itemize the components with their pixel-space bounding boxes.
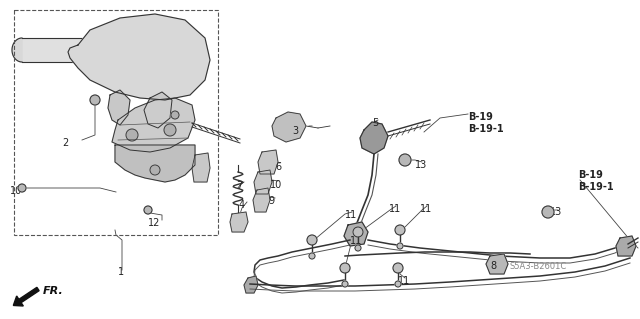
Circle shape <box>542 206 554 218</box>
Circle shape <box>340 263 350 273</box>
Circle shape <box>309 253 315 259</box>
Polygon shape <box>22 38 100 62</box>
Circle shape <box>171 111 179 119</box>
Text: FR.: FR. <box>43 286 64 296</box>
Circle shape <box>126 129 138 141</box>
Circle shape <box>307 235 317 245</box>
Circle shape <box>342 281 348 287</box>
Polygon shape <box>192 153 210 182</box>
Polygon shape <box>616 236 636 256</box>
Text: 6: 6 <box>275 162 281 172</box>
Circle shape <box>164 124 176 136</box>
Text: 10: 10 <box>10 186 22 196</box>
Polygon shape <box>253 188 270 212</box>
Text: 13: 13 <box>550 207 563 217</box>
Circle shape <box>393 263 403 273</box>
Circle shape <box>399 154 411 166</box>
Text: 11: 11 <box>350 236 362 246</box>
Polygon shape <box>272 112 306 142</box>
Text: B-19
B-19-1: B-19 B-19-1 <box>468 112 504 134</box>
Polygon shape <box>244 276 258 293</box>
Circle shape <box>150 165 160 175</box>
Text: 7: 7 <box>236 181 243 191</box>
Bar <box>14 10 218 235</box>
Circle shape <box>395 281 401 287</box>
Polygon shape <box>486 254 508 274</box>
Text: 5: 5 <box>372 118 378 128</box>
Polygon shape <box>108 90 130 125</box>
Polygon shape <box>230 212 248 232</box>
Polygon shape <box>115 145 195 182</box>
Polygon shape <box>254 170 272 194</box>
Text: 12: 12 <box>148 218 161 228</box>
Polygon shape <box>68 14 210 100</box>
Polygon shape <box>344 222 368 246</box>
Text: S5A3-B2601C: S5A3-B2601C <box>510 262 567 271</box>
FancyArrow shape <box>13 287 39 306</box>
Text: 11: 11 <box>420 204 432 214</box>
Polygon shape <box>360 122 388 154</box>
Text: 8: 8 <box>490 261 496 271</box>
Text: 13: 13 <box>415 160 428 170</box>
Text: 4: 4 <box>239 200 245 210</box>
Text: 11: 11 <box>389 204 401 214</box>
Polygon shape <box>144 92 172 128</box>
Polygon shape <box>12 38 22 62</box>
Text: 3: 3 <box>292 126 298 136</box>
Polygon shape <box>112 98 195 152</box>
Text: 1: 1 <box>118 267 124 277</box>
Circle shape <box>90 95 100 105</box>
Text: 2: 2 <box>62 138 68 148</box>
Ellipse shape <box>94 38 106 62</box>
Circle shape <box>355 245 361 251</box>
Circle shape <box>18 184 26 192</box>
Text: 9: 9 <box>268 196 274 206</box>
Circle shape <box>353 227 363 237</box>
Circle shape <box>144 206 152 214</box>
Circle shape <box>397 243 403 249</box>
Text: 11: 11 <box>345 210 357 220</box>
Text: 10: 10 <box>270 180 282 190</box>
Text: B-19
B-19-1: B-19 B-19-1 <box>578 170 614 192</box>
Text: 11: 11 <box>398 276 410 286</box>
Polygon shape <box>258 150 278 174</box>
Circle shape <box>395 225 405 235</box>
